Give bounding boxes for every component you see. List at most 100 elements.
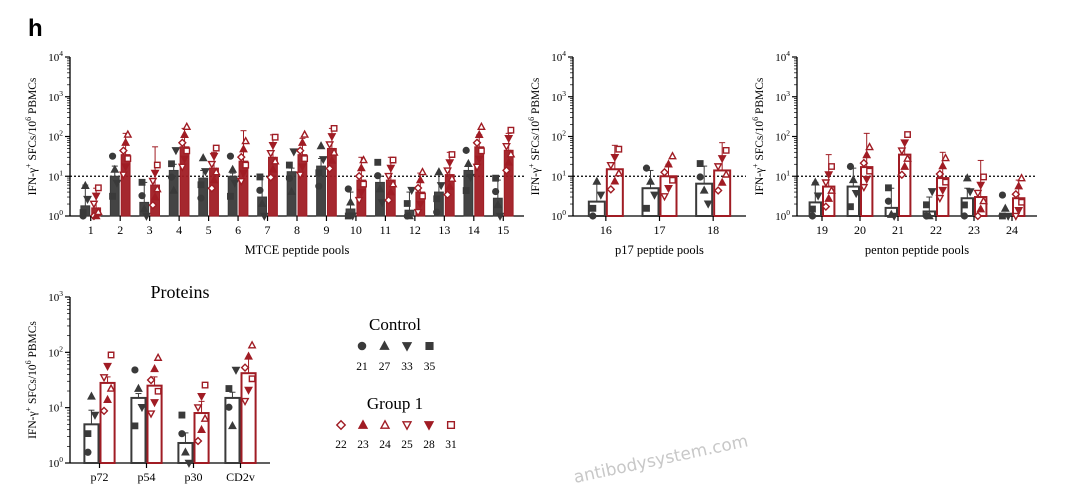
data-point (384, 195, 393, 205)
data-point (979, 196, 988, 205)
data-point (433, 195, 441, 203)
data-point (327, 155, 337, 164)
data-point (610, 153, 620, 163)
data-point (169, 185, 179, 194)
legend-group1-entries: 22 23 24 25 28 31 (335, 419, 457, 451)
x-tick-label: 14 (468, 223, 480, 237)
data-point (606, 161, 616, 171)
data-point (610, 176, 620, 185)
data-point (696, 173, 704, 181)
data-point (256, 186, 264, 194)
watermark: antibodysystem.com (572, 431, 750, 488)
data-point (374, 158, 382, 166)
data-point (1017, 173, 1026, 182)
data-point (865, 142, 874, 151)
x-tick-label: 13 (438, 223, 450, 237)
y-tick-label: 104 (48, 49, 63, 64)
data-point (436, 182, 446, 191)
data-point (375, 184, 385, 193)
data-point (448, 151, 456, 158)
data-point (315, 169, 323, 177)
x-tick-label: 1 (88, 223, 94, 237)
data-point (301, 155, 309, 163)
data-point (596, 191, 606, 200)
legend-label: 33 (401, 361, 413, 373)
data-point (106, 383, 116, 392)
data-point (847, 203, 854, 211)
data-point (89, 200, 99, 209)
data-point (354, 196, 364, 206)
data-point (504, 134, 514, 144)
data-point (227, 192, 234, 200)
y-tick-label: 103 (48, 289, 63, 304)
y-tick-label: 103 (551, 89, 566, 104)
data-point (90, 411, 100, 420)
data-point (298, 137, 307, 146)
data-point (717, 177, 727, 186)
legend-marker (379, 419, 391, 429)
data-point (171, 147, 181, 156)
data-point (109, 192, 116, 200)
data-point (239, 144, 248, 153)
y-tick-label: 102 (48, 129, 63, 144)
data-point (108, 152, 117, 160)
data-point (295, 146, 305, 155)
data-point (642, 164, 651, 172)
data-point (153, 161, 161, 169)
data-point (197, 424, 206, 434)
data-point (504, 157, 514, 166)
x-tick-label: p72 (91, 470, 109, 484)
data-point (177, 163, 187, 172)
x-tick-label: 22 (930, 223, 942, 237)
data-point (198, 153, 208, 162)
y-tick-label: 103 (775, 89, 790, 104)
bar-group1 (713, 169, 732, 217)
bar-control (587, 200, 606, 218)
data-point (824, 193, 834, 202)
data-point (247, 340, 257, 349)
data-point (976, 181, 986, 190)
data-point (821, 179, 831, 188)
data-point (668, 151, 677, 160)
legend-label: 21 (356, 361, 368, 373)
data-point (660, 193, 669, 202)
data-point (226, 152, 235, 160)
data-point (443, 190, 452, 200)
chart-p17: 100 101 102 103 104 IFN-γ+ SFCs/106 PBMCs 16 17… (527, 49, 746, 257)
data-point (606, 184, 616, 194)
data-point (938, 161, 948, 170)
data-point (197, 194, 205, 202)
data-point (360, 180, 367, 188)
data-point (415, 200, 425, 209)
data-point (153, 352, 163, 361)
data-point (478, 147, 485, 155)
data-point (862, 150, 872, 159)
data-point (359, 155, 368, 164)
data-point (152, 184, 162, 193)
data-point (99, 374, 109, 383)
y-tick-label: 104 (775, 49, 790, 64)
x-tick-label: 9 (323, 223, 329, 237)
data-point (897, 147, 907, 156)
data-point (889, 212, 899, 221)
data-point (848, 175, 858, 184)
data-point (150, 169, 160, 178)
data-point (329, 147, 339, 156)
x-axis-label: penton peptide pools (865, 243, 969, 257)
x-tick-label: 12 (409, 223, 421, 237)
data-point (354, 171, 364, 181)
data-point (589, 204, 597, 212)
data-point (643, 204, 650, 212)
data-point (315, 182, 323, 190)
data-point (248, 375, 256, 383)
data-point (103, 394, 112, 403)
x-tick-label: 17 (654, 223, 666, 237)
x-tick-label: 8 (294, 223, 300, 237)
legend-label: 24 (379, 439, 391, 451)
x-tick-label: 19 (816, 223, 828, 237)
y-tick-label: 104 (551, 49, 566, 64)
data-point (300, 129, 310, 138)
data-point (386, 164, 396, 173)
data-point (285, 174, 293, 183)
data-point (241, 136, 251, 145)
